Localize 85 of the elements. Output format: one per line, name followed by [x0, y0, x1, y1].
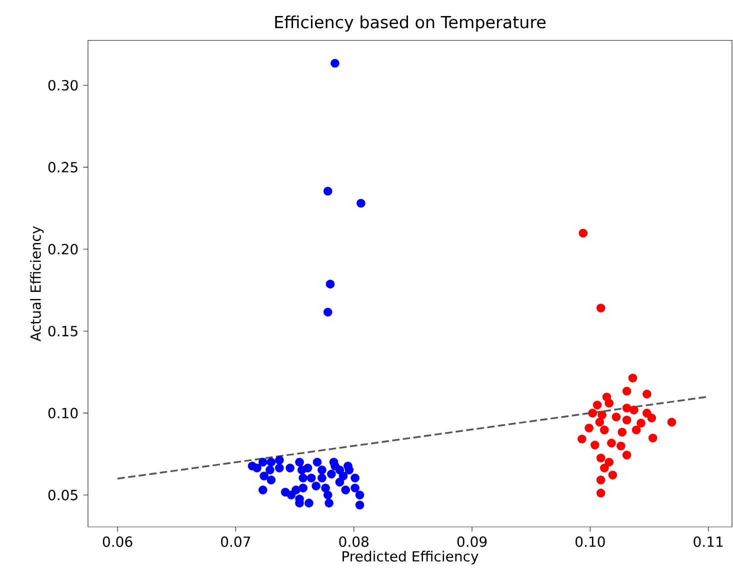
x-axis-title: Predicted Efficiency	[342, 550, 478, 564]
point	[622, 386, 632, 396]
y-tick-label: 0.25	[48, 162, 78, 172]
point	[326, 280, 335, 288]
point	[286, 464, 294, 472]
point	[356, 198, 366, 208]
point	[636, 418, 646, 428]
point	[341, 486, 350, 494]
point	[266, 458, 276, 466]
point	[604, 398, 614, 408]
point	[298, 484, 308, 492]
point	[596, 304, 606, 312]
point	[622, 416, 632, 424]
point	[584, 424, 594, 432]
point	[318, 474, 326, 482]
point	[275, 464, 284, 472]
point	[252, 464, 262, 472]
point	[592, 400, 602, 410]
y-tick-label: 0.30	[48, 80, 78, 91]
point	[590, 440, 600, 450]
point	[330, 58, 340, 68]
point	[312, 482, 320, 490]
point	[588, 408, 597, 418]
point	[258, 458, 268, 466]
point	[612, 412, 621, 422]
point	[323, 186, 332, 196]
x-tick-label: 0.08	[339, 536, 368, 547]
point	[258, 486, 268, 494]
point	[622, 450, 632, 460]
x-tick-label: 0.11	[694, 536, 723, 547]
point	[616, 442, 626, 450]
point	[642, 390, 652, 398]
point	[578, 228, 588, 238]
point	[350, 484, 360, 492]
y-axis-title: Actual Efficiency	[30, 226, 44, 342]
point	[596, 476, 606, 484]
point	[295, 458, 304, 466]
point	[304, 498, 314, 508]
point	[350, 474, 360, 482]
point	[303, 464, 312, 472]
point	[298, 474, 308, 482]
point	[312, 458, 322, 466]
point	[321, 484, 330, 492]
point	[630, 406, 638, 414]
point	[618, 428, 627, 436]
point	[344, 466, 354, 474]
point	[324, 498, 334, 508]
point	[622, 404, 632, 412]
point	[355, 500, 364, 510]
point	[266, 476, 276, 484]
point	[600, 426, 609, 434]
y-tick-label: 0.05	[48, 490, 78, 500]
y-tick-label: 0.20	[48, 244, 78, 254]
point	[600, 464, 609, 472]
point	[306, 474, 316, 482]
point	[292, 486, 300, 494]
point	[608, 470, 618, 480]
x-tick-label: 0.10	[576, 536, 605, 547]
chart-title: Efficiency based on Temperature	[275, 15, 546, 32]
point	[596, 488, 606, 498]
point	[355, 490, 364, 500]
point	[275, 456, 284, 465]
point	[604, 458, 614, 466]
point	[578, 434, 586, 444]
y-tick-label: 0.10	[48, 408, 78, 418]
point	[323, 308, 332, 317]
point	[323, 490, 332, 500]
point	[632, 426, 641, 434]
point	[647, 414, 656, 422]
point	[327, 470, 336, 478]
x-tick-label: 0.09	[457, 536, 487, 547]
point	[648, 434, 658, 442]
point	[628, 374, 638, 382]
point	[596, 454, 606, 462]
x-tick-label: 0.07	[221, 536, 250, 547]
x-tick-label: 0.06	[102, 536, 132, 547]
point	[318, 466, 326, 474]
point	[607, 438, 616, 448]
point	[598, 410, 606, 420]
point	[260, 472, 268, 480]
point	[338, 472, 348, 480]
point	[667, 418, 676, 426]
point	[266, 466, 274, 474]
point	[595, 418, 604, 426]
y-tick-label: 0.15	[48, 326, 78, 336]
